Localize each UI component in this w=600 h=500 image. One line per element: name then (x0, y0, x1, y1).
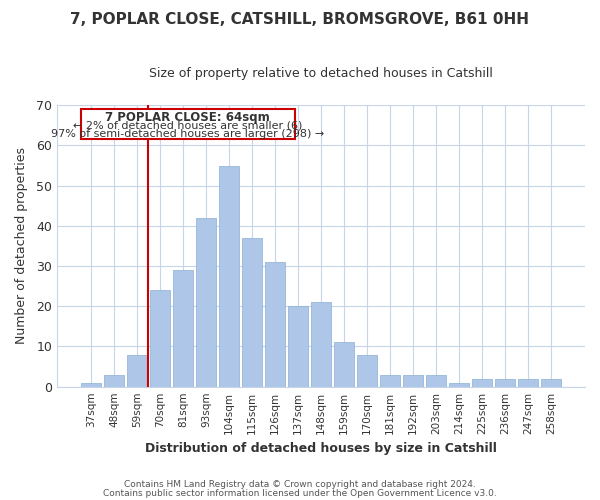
Bar (289, 306, 308, 386)
Bar (242, 238, 262, 386)
Text: Contains public sector information licensed under the Open Government Licence v3: Contains public sector information licen… (103, 488, 497, 498)
Bar (219, 166, 239, 386)
Bar (150, 290, 170, 386)
Bar (449, 382, 469, 386)
Bar (472, 378, 492, 386)
Bar (541, 378, 561, 386)
Bar (196, 218, 216, 386)
Text: 7, POPLAR CLOSE, CATSHILL, BROMSGROVE, B61 0HH: 7, POPLAR CLOSE, CATSHILL, BROMSGROVE, B… (71, 12, 530, 28)
Text: 7 POPLAR CLOSE: 64sqm: 7 POPLAR CLOSE: 64sqm (105, 112, 270, 124)
Bar (358, 354, 377, 386)
FancyBboxPatch shape (80, 110, 295, 140)
Bar (311, 302, 331, 386)
Bar (81, 382, 101, 386)
Bar (518, 378, 538, 386)
Bar (403, 374, 423, 386)
Text: Contains HM Land Registry data © Crown copyright and database right 2024.: Contains HM Land Registry data © Crown c… (124, 480, 476, 489)
Text: 97% of semi-detached houses are larger (298) →: 97% of semi-detached houses are larger (… (51, 130, 324, 140)
X-axis label: Distribution of detached houses by size in Catshill: Distribution of detached houses by size … (145, 442, 497, 455)
Bar (380, 374, 400, 386)
Bar (173, 270, 193, 386)
Bar (265, 262, 285, 386)
Text: ← 2% of detached houses are smaller (6): ← 2% of detached houses are smaller (6) (73, 120, 302, 130)
Bar (127, 354, 147, 386)
Bar (496, 378, 515, 386)
Bar (334, 342, 354, 386)
Title: Size of property relative to detached houses in Catshill: Size of property relative to detached ho… (149, 68, 493, 80)
Bar (104, 374, 124, 386)
Bar (427, 374, 446, 386)
Y-axis label: Number of detached properties: Number of detached properties (15, 148, 28, 344)
